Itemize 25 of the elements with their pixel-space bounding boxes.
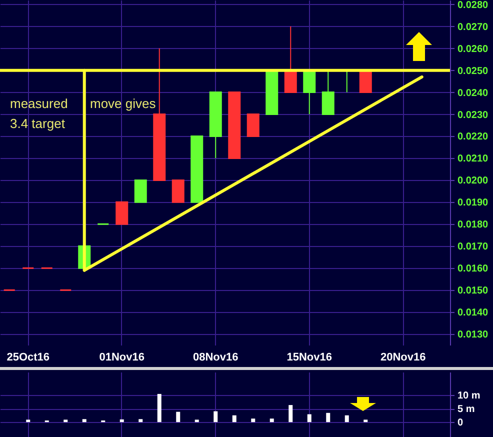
y-tick-label: 0.0260 — [458, 44, 489, 55]
x-tick-label: 08Nov16 — [192, 352, 238, 364]
y-tick-label: 0.0130 — [458, 330, 489, 341]
y-tick-label: 5 m — [458, 404, 475, 416]
y-tick-label: 0.0200 — [458, 176, 489, 187]
y-tick-label: 0 — [458, 418, 464, 429]
y-tick-label: 0.0170 — [458, 242, 489, 253]
y-tick-label: 0.0160 — [458, 264, 489, 275]
x-tick-label: 01Nov16 — [99, 352, 145, 364]
y-tick-label: 0.0230 — [458, 110, 489, 121]
y-tick-label: 0.0250 — [458, 66, 489, 77]
y-tick-label: 0.0190 — [458, 198, 489, 209]
y-tick-label: 0.0220 — [458, 132, 489, 143]
y-tick-label: 0.0210 — [458, 154, 489, 165]
x-tick-label: 15Nov16 — [286, 352, 332, 364]
x-tick-label: 20Nov16 — [380, 352, 426, 364]
y-tick-label: 0.0270 — [458, 22, 489, 33]
y-tick-label: 0.0140 — [458, 308, 489, 319]
text: measured move gives 3.4 target — [10, 96, 156, 131]
y-tick-label: 0.0180 — [458, 220, 489, 231]
y-tick-label: 10 m — [458, 390, 480, 402]
y-tick-label: 0.0280 — [458, 0, 489, 11]
x-tick-label: 25Oct16 — [6, 352, 50, 364]
y-tick-label: 0.0240 — [458, 88, 489, 99]
y-tick-label: 0.0150 — [458, 286, 489, 297]
